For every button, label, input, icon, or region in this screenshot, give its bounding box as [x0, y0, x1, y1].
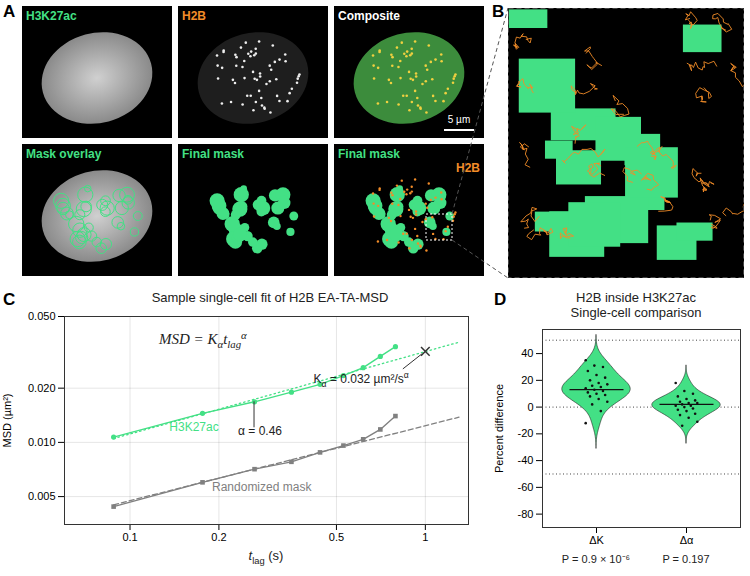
svg-text:Randomized mask: Randomized mask — [212, 480, 312, 494]
svg-text:0: 0 — [527, 401, 533, 413]
svg-text:0.5: 0.5 — [329, 531, 344, 543]
html-text:A: A — [3, 2, 16, 21]
svg-text:H3K27ac: H3K27ac — [169, 420, 218, 434]
svg-text:0.010: 0.010 — [28, 436, 56, 448]
html-text:Single-cell comparison: Single-cell comparison — [570, 305, 702, 320]
html-text:H2B inside H3K27ac: H2B inside H3K27ac — [576, 290, 696, 305]
svg-text:0.1: 0.1 — [122, 531, 137, 543]
svg-text:-60: -60 — [518, 481, 534, 493]
html-text:D: D — [494, 290, 507, 309]
svg-text:40: 40 — [521, 347, 533, 359]
svg-text:Percent difference: Percent difference — [493, 384, 505, 473]
svg-text:-20: -20 — [518, 427, 534, 439]
svg-text:ΔK: ΔK — [589, 534, 604, 546]
svg-text:H2B: H2B — [182, 9, 206, 23]
svg-text:Kα = 0.032 µm²/sα: Kα = 0.032 µm²/sα — [314, 370, 409, 389]
svg-text:α = 0.46: α = 0.46 — [238, 424, 282, 438]
svg-text:tlag (s): tlag (s) — [249, 548, 284, 566]
svg-text:1: 1 — [422, 531, 428, 543]
svg-text:-80: -80 — [518, 508, 534, 520]
svg-text:0.020: 0.020 — [28, 382, 56, 394]
html-text:Sample single-cell fit of H2B: Sample single-cell fit of H2B EA-TA-MSD — [151, 290, 389, 305]
svg-text:5 µm: 5 µm — [448, 114, 470, 125]
svg-text:-40: -40 — [518, 454, 534, 466]
svg-text:Final mask: Final mask — [182, 147, 244, 161]
svg-text:P = 0.9 × 10⁻⁶: P = 0.9 × 10⁻⁶ — [562, 553, 630, 565]
svg-text:P = 0.197: P = 0.197 — [662, 553, 709, 565]
svg-text:Final mask: Final mask — [338, 147, 400, 161]
html-text:B: B — [492, 2, 505, 21]
svg-text:20: 20 — [521, 374, 533, 386]
svg-text:MSD = Kαtlagα: MSD = Kαtlagα — [158, 329, 247, 350]
svg-text:H3K27ac: H3K27ac — [26, 9, 77, 23]
svg-text:H2B: H2B — [456, 161, 480, 175]
svg-text:0.050: 0.050 — [28, 310, 56, 322]
svg-text:Δα: Δα — [680, 534, 694, 546]
svg-text:0.005: 0.005 — [28, 490, 56, 502]
html-text:C: C — [3, 290, 16, 309]
svg-text:Composite: Composite — [338, 9, 400, 23]
svg-text:Mask overlay: Mask overlay — [26, 147, 102, 161]
svg-text:MSD (µm²): MSD (µm²) — [1, 394, 13, 448]
svg-text:0.2: 0.2 — [211, 531, 226, 543]
